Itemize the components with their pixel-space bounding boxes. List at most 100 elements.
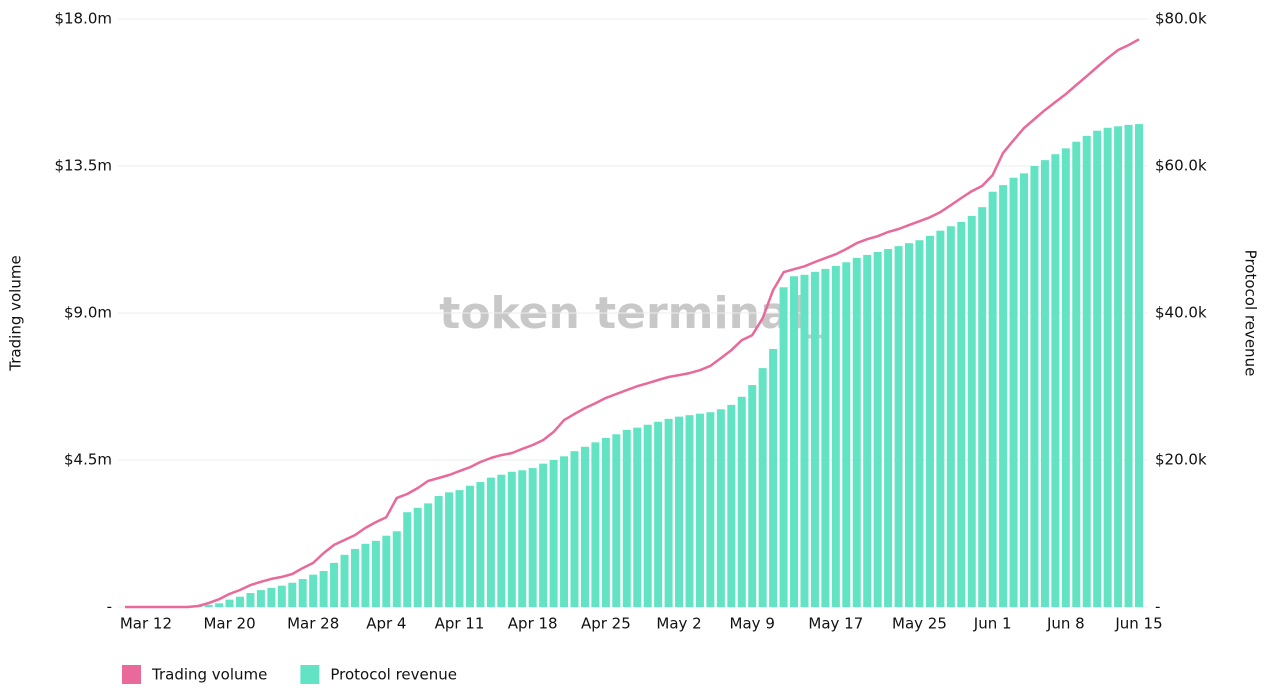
bar xyxy=(225,599,234,607)
bar xyxy=(267,587,276,607)
y-tick-label: $13.5m xyxy=(54,157,112,175)
bar xyxy=(246,593,255,607)
y-axis-title: Trading volume xyxy=(7,255,25,371)
bar xyxy=(915,240,924,608)
bar xyxy=(727,404,736,607)
bar xyxy=(309,574,318,607)
bar xyxy=(685,415,694,607)
y2-tick-label: $80.0k xyxy=(1155,10,1207,28)
bar xyxy=(790,276,799,607)
bar xyxy=(424,503,433,607)
x-tick-label: Apr 18 xyxy=(508,615,558,633)
bar xyxy=(591,442,600,607)
bar xyxy=(476,482,485,607)
bar xyxy=(737,396,746,607)
bar xyxy=(340,554,349,607)
bar xyxy=(821,268,830,607)
x-tick-label: Apr 4 xyxy=(366,615,406,633)
bar xyxy=(622,429,631,607)
y2-axis-title: Protocol revenue xyxy=(1242,250,1260,377)
y2-tick-label: - xyxy=(1155,598,1160,616)
x-tick-label: Apr 11 xyxy=(435,615,485,633)
bar xyxy=(507,471,516,607)
bar xyxy=(1082,135,1091,608)
bar xyxy=(518,470,527,607)
bar xyxy=(633,427,642,607)
bar xyxy=(350,548,359,607)
bar xyxy=(1061,148,1070,608)
bar xyxy=(999,185,1008,608)
bar xyxy=(758,368,767,607)
bar xyxy=(497,474,506,607)
bar xyxy=(1135,124,1143,607)
bar xyxy=(957,221,966,608)
bar xyxy=(486,477,495,607)
x-tick-label: Jun 1 xyxy=(973,615,1012,633)
bar xyxy=(863,254,872,607)
bar xyxy=(695,413,704,607)
x-tick-label: Mar 28 xyxy=(287,615,339,633)
bar xyxy=(330,562,339,607)
y2-tick-label: $60.0k xyxy=(1155,157,1207,175)
bar xyxy=(654,421,663,607)
bar xyxy=(465,485,474,607)
x-tick-label: Mar 20 xyxy=(203,615,255,633)
bar xyxy=(392,531,401,607)
bar xyxy=(946,226,955,607)
bar xyxy=(403,512,412,607)
bar xyxy=(528,468,537,607)
bar xyxy=(601,437,610,607)
bar xyxy=(371,540,380,607)
x-tick-label: May 2 xyxy=(656,615,701,633)
y2-tick-label: $20.0k xyxy=(1155,451,1207,469)
bar xyxy=(831,265,840,607)
bar xyxy=(298,579,307,607)
y2-tick-label: $40.0k xyxy=(1155,304,1207,322)
x-tick-label: Jun 8 xyxy=(1046,615,1085,633)
x-tick-label: Mar 12 xyxy=(120,615,172,633)
bar xyxy=(361,543,370,607)
bar xyxy=(779,287,788,607)
bar xyxy=(256,590,265,607)
bar xyxy=(1020,173,1029,607)
bar xyxy=(319,570,328,607)
bar xyxy=(800,274,809,607)
bar xyxy=(215,603,224,607)
line xyxy=(125,38,1140,609)
bar xyxy=(810,271,819,607)
bar xyxy=(664,418,673,607)
bar xyxy=(580,446,589,607)
y-tick-label: $4.5m xyxy=(64,451,112,469)
x-tick-label: Jun 15 xyxy=(1114,615,1162,633)
x-tick-label: May 17 xyxy=(808,615,863,633)
bar xyxy=(1114,126,1123,607)
y-tick-label: $9.0m xyxy=(64,304,112,322)
legend-label: Trading volume xyxy=(151,666,267,684)
bar xyxy=(560,456,569,607)
bar xyxy=(978,207,987,607)
bar xyxy=(235,596,244,607)
legend-swatch xyxy=(122,665,141,684)
bar xyxy=(570,451,579,607)
bar xyxy=(1030,166,1039,607)
bar xyxy=(852,257,861,607)
bar xyxy=(455,490,464,607)
bar xyxy=(706,412,715,607)
bar xyxy=(1040,160,1049,607)
bar xyxy=(748,385,757,607)
x-tick-label: Apr 25 xyxy=(581,615,631,633)
bar xyxy=(842,262,851,607)
y-tick-label: $18.0m xyxy=(54,10,112,28)
bar xyxy=(413,507,422,607)
bar xyxy=(905,243,914,608)
bar xyxy=(549,460,558,607)
bar xyxy=(612,434,621,607)
bar xyxy=(382,535,391,607)
bar xyxy=(925,235,934,607)
bar xyxy=(769,349,778,607)
bar xyxy=(1051,154,1060,608)
bar xyxy=(873,251,882,607)
bar xyxy=(1009,177,1018,607)
bar xyxy=(204,604,213,607)
